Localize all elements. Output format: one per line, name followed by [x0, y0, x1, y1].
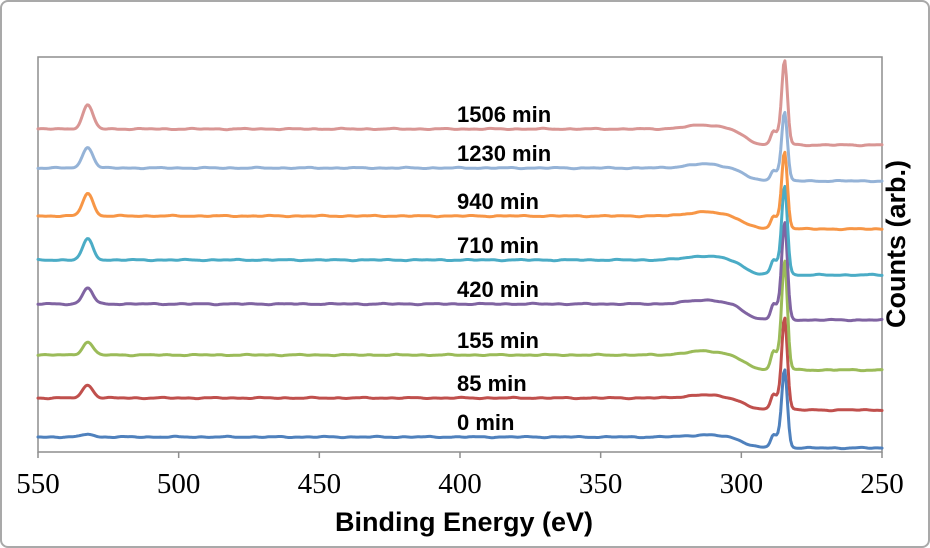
spectra-lines — [36, 59, 884, 451]
y-axis-title: Counts (arb.) — [881, 160, 911, 328]
series-labels: 1506 min 1230 min 940 min 710 min 420 min 155… — [457, 102, 551, 435]
spectrum-line-420-min — [36, 221, 884, 323]
series-label-0-min: 0 min — [457, 410, 514, 435]
x-axis-title: Binding Energy (eV) — [335, 507, 593, 537]
x-axis-tick-label: 250 — [860, 468, 904, 500]
x-axis-tick-label: 300 — [720, 468, 764, 500]
spectrum-line-1230-min — [36, 110, 884, 184]
plot-area — [37, 56, 883, 453]
spectrum-line-85-min — [36, 316, 884, 413]
spectrum-line-710-min — [36, 184, 884, 277]
series-label-940-min: 940 min — [457, 189, 539, 214]
spectrum-line-1506-min — [36, 59, 884, 148]
series-label-155-min: 155 min — [457, 328, 539, 353]
spectrum-line-940-min — [36, 150, 884, 232]
x-axis-tick-label: 400 — [438, 468, 482, 500]
x-axis-tick-label: 550 — [16, 468, 60, 500]
series-label-1506-min: 1506 min — [457, 102, 551, 127]
series-label-85-min: 85 min — [457, 371, 527, 396]
series-label-1230-min: 1230 min — [457, 141, 551, 166]
series-label-420-min: 420 min — [457, 277, 539, 302]
x-axis-ticks: 550 500 450 400 350 300 250 — [16, 452, 904, 500]
spectrum-line-0-min — [36, 368, 884, 451]
x-axis-tick-label: 450 — [298, 468, 342, 500]
spectrum-line-155-min — [36, 259, 884, 373]
x-axis-tick-label: 350 — [579, 468, 623, 500]
x-axis-tick-label: 500 — [157, 468, 201, 500]
series-label-710-min: 710 min — [457, 233, 539, 258]
